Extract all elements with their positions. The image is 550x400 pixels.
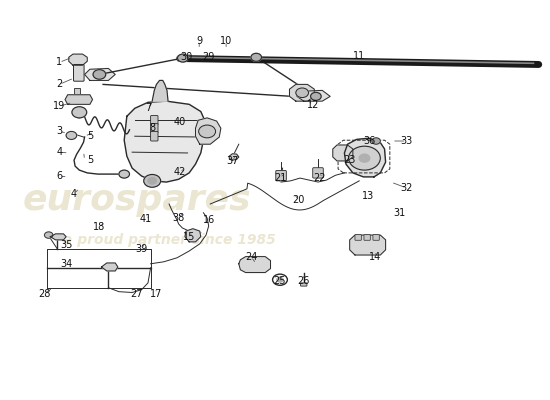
Text: 38: 38 — [173, 213, 185, 223]
FancyBboxPatch shape — [355, 235, 361, 240]
Text: 42: 42 — [173, 167, 186, 177]
Circle shape — [372, 138, 380, 144]
Text: 5: 5 — [87, 131, 93, 141]
Polygon shape — [195, 118, 221, 144]
Text: 12: 12 — [306, 100, 319, 110]
FancyBboxPatch shape — [74, 88, 80, 96]
FancyBboxPatch shape — [364, 235, 370, 240]
Circle shape — [349, 146, 380, 170]
FancyBboxPatch shape — [74, 64, 84, 81]
Circle shape — [251, 53, 261, 61]
Circle shape — [72, 107, 87, 118]
Polygon shape — [297, 90, 330, 101]
Circle shape — [296, 88, 309, 98]
Circle shape — [199, 125, 216, 138]
Text: a proud partner since 1985: a proud partner since 1985 — [63, 233, 276, 247]
FancyBboxPatch shape — [151, 132, 158, 141]
Circle shape — [178, 54, 188, 62]
Text: 31: 31 — [393, 208, 405, 218]
Polygon shape — [229, 154, 239, 160]
Text: 19: 19 — [53, 101, 65, 111]
Text: 10: 10 — [220, 36, 232, 46]
Text: 34: 34 — [60, 259, 72, 269]
Text: 4: 4 — [56, 147, 62, 157]
Text: 5: 5 — [87, 155, 93, 165]
Text: 36: 36 — [364, 136, 376, 146]
FancyBboxPatch shape — [151, 124, 158, 133]
Circle shape — [119, 170, 129, 178]
FancyBboxPatch shape — [313, 168, 323, 178]
Text: 16: 16 — [203, 215, 216, 225]
Text: 1: 1 — [56, 58, 62, 68]
Text: 3: 3 — [56, 126, 62, 136]
Polygon shape — [350, 235, 386, 255]
Text: 27: 27 — [130, 289, 142, 299]
Circle shape — [144, 174, 161, 187]
Circle shape — [66, 132, 76, 140]
Text: 24: 24 — [245, 252, 257, 262]
Text: 33: 33 — [400, 136, 413, 146]
Text: 30: 30 — [180, 52, 192, 62]
Text: 40: 40 — [174, 117, 186, 127]
Text: 8: 8 — [149, 123, 155, 133]
Text: 37: 37 — [226, 156, 239, 166]
Text: 26: 26 — [298, 276, 310, 286]
Text: 4: 4 — [71, 189, 77, 199]
Text: 29: 29 — [202, 52, 215, 62]
Polygon shape — [102, 263, 118, 271]
Text: 6: 6 — [56, 171, 62, 181]
Text: 18: 18 — [94, 222, 106, 232]
Text: 14: 14 — [369, 252, 381, 262]
Polygon shape — [152, 80, 168, 101]
Text: 9: 9 — [196, 36, 202, 46]
FancyBboxPatch shape — [301, 283, 307, 286]
Polygon shape — [333, 145, 353, 161]
Polygon shape — [124, 101, 205, 182]
Circle shape — [148, 178, 156, 184]
Text: 41: 41 — [140, 214, 152, 224]
Polygon shape — [185, 229, 201, 242]
Text: 32: 32 — [400, 183, 413, 193]
Circle shape — [45, 232, 53, 238]
Polygon shape — [50, 234, 66, 240]
Text: 20: 20 — [292, 195, 304, 205]
Circle shape — [93, 70, 106, 79]
Text: 39: 39 — [135, 244, 148, 254]
Text: 21: 21 — [274, 173, 286, 183]
Polygon shape — [239, 257, 271, 272]
Polygon shape — [289, 84, 314, 101]
Text: 11: 11 — [353, 51, 365, 61]
Polygon shape — [344, 138, 386, 177]
Text: 28: 28 — [39, 289, 51, 299]
Polygon shape — [69, 54, 87, 65]
Text: 25: 25 — [274, 276, 286, 286]
Circle shape — [359, 154, 370, 162]
Polygon shape — [85, 68, 116, 80]
Polygon shape — [65, 95, 92, 104]
Text: 7: 7 — [145, 103, 151, 113]
FancyBboxPatch shape — [276, 170, 287, 181]
Text: 22: 22 — [314, 173, 326, 183]
Text: 35: 35 — [60, 240, 72, 250]
FancyBboxPatch shape — [151, 116, 158, 125]
Text: 2: 2 — [56, 80, 62, 90]
Text: eurospares: eurospares — [23, 183, 252, 217]
FancyBboxPatch shape — [373, 235, 380, 240]
Circle shape — [311, 92, 321, 100]
Text: 23: 23 — [344, 155, 356, 165]
Text: 13: 13 — [361, 191, 374, 201]
Circle shape — [277, 277, 283, 282]
Text: 17: 17 — [150, 289, 163, 299]
Text: 15: 15 — [183, 232, 195, 242]
